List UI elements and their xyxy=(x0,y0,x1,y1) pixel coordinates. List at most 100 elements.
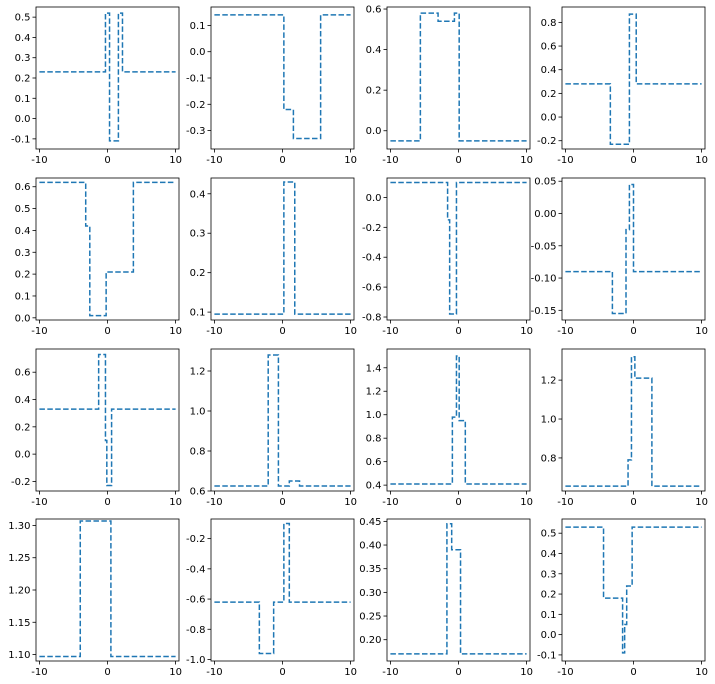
x-tick-label: -10 xyxy=(557,497,573,508)
subplot-13: -10 0 10 1.10 1.15 1.20 1.25 1.30 xyxy=(8,518,182,678)
y-tick-label: 0.6 xyxy=(366,457,382,468)
y-tick-label: 0.3 xyxy=(15,248,31,259)
subplot-3: -10 0 10 0.0 0.2 0.4 0.6 xyxy=(366,5,533,166)
y-tick-label: 1.0 xyxy=(366,410,382,421)
y-tick-label: 0.0 xyxy=(541,630,557,641)
series-line xyxy=(39,181,176,317)
y-tick-label: -0.2 xyxy=(186,100,206,111)
y-tick-label: 0.2 xyxy=(541,590,557,601)
x-tick-label: 10 xyxy=(344,497,357,508)
x-tick-label: 0 xyxy=(279,667,285,678)
y-tick-label: 0.0 xyxy=(15,114,31,125)
x-tick-label: 0 xyxy=(630,667,636,678)
y-tick-label: 0.1 xyxy=(15,94,31,105)
series-line xyxy=(565,356,702,487)
x-tick-label: -10 xyxy=(557,155,573,166)
y-tick-label: 0.2 xyxy=(366,86,382,97)
x-tick-label: -10 xyxy=(206,155,222,166)
axes-frame xyxy=(386,518,531,662)
axes-frame xyxy=(561,518,706,662)
y-tick-label: 0.5 xyxy=(15,13,31,24)
x-tick-label: 10 xyxy=(695,667,708,678)
y-tick-label: 0.8 xyxy=(366,434,382,445)
y-tick-label: -0.8 xyxy=(186,625,206,636)
y-tick-label: -0.05 xyxy=(531,241,557,252)
y-tick-label: 0.8 xyxy=(541,18,557,29)
series-line xyxy=(214,354,351,487)
axes-frame xyxy=(210,177,355,321)
subplot-2: -10 0 10 -0.3 -0.2 -0.1 0.0 0.1 xyxy=(186,6,357,166)
y-tick-label: 0.4 xyxy=(366,481,382,492)
subplot-15: -10 0 10 0.20 0.25 0.30 0.35 0.40 0.45 xyxy=(359,517,533,678)
y-tick-label: -0.3 xyxy=(186,126,206,137)
y-tick-label: 0.4 xyxy=(15,226,31,237)
axes-frame xyxy=(35,6,180,150)
y-tick-label: 0.35 xyxy=(359,564,381,575)
y-tick-label: 1.4 xyxy=(366,363,382,374)
y-tick-label: 0.4 xyxy=(366,45,382,56)
axes-frame xyxy=(35,518,180,662)
x-tick-label: 0 xyxy=(104,155,110,166)
y-tick-label: 0.00 xyxy=(534,209,556,220)
x-tick-label: -10 xyxy=(382,326,398,337)
x-tick-label: 10 xyxy=(169,497,182,508)
series-line xyxy=(214,14,351,140)
y-tick-label: 1.0 xyxy=(190,407,206,418)
y-tick-label: -0.4 xyxy=(186,564,206,575)
y-tick-label: 0.2 xyxy=(541,89,557,100)
y-tick-label: 0.0 xyxy=(541,113,557,124)
x-tick-label: 10 xyxy=(169,667,182,678)
series-line xyxy=(39,520,176,658)
y-tick-label: 0.45 xyxy=(359,517,381,528)
y-tick-label: 0.40 xyxy=(359,541,381,552)
x-tick-label: 10 xyxy=(520,326,533,337)
y-tick-label: 0.2 xyxy=(15,74,31,85)
x-tick-label: 10 xyxy=(520,497,533,508)
axes-frame xyxy=(210,348,355,492)
y-tick-label: 0.1 xyxy=(541,610,557,621)
x-tick-label: 0 xyxy=(630,326,636,337)
axes-frame xyxy=(386,348,531,492)
series-line xyxy=(565,526,702,654)
y-tick-label: -0.10 xyxy=(531,274,557,285)
y-tick-label: 0.4 xyxy=(190,189,206,200)
y-tick-label: 0.2 xyxy=(15,270,31,281)
y-tick-label: 1.2 xyxy=(541,376,557,387)
x-tick-label: -10 xyxy=(206,667,222,678)
subplot-10: -10 0 10 0.6 0.8 1.0 1.2 xyxy=(190,348,357,508)
axes-frame xyxy=(561,348,706,492)
y-tick-label: 0.5 xyxy=(15,204,31,215)
y-tick-label: 0.4 xyxy=(15,33,31,44)
subplot-9: -10 0 10 -0.2 0.0 0.2 0.4 0.6 xyxy=(11,348,182,508)
axes-frame xyxy=(561,6,706,150)
y-tick-label: 0.0 xyxy=(190,47,206,58)
y-tick-label: -0.15 xyxy=(531,306,557,317)
x-tick-label: 0 xyxy=(279,155,285,166)
series-line xyxy=(565,13,702,146)
x-tick-label: -10 xyxy=(31,155,47,166)
y-tick-label: -0.2 xyxy=(11,477,31,488)
y-tick-label: -0.2 xyxy=(186,534,206,545)
y-tick-label: 0.4 xyxy=(541,549,557,560)
x-tick-label: 0 xyxy=(455,497,461,508)
y-tick-label: -0.6 xyxy=(362,283,382,294)
series-line xyxy=(390,181,527,315)
y-tick-label: 0.8 xyxy=(190,447,206,458)
x-tick-label: 10 xyxy=(344,155,357,166)
subplot-4: -10 0 10 -0.2 0.0 0.2 0.4 0.6 0.8 xyxy=(537,6,708,166)
y-tick-label: 0.2 xyxy=(15,422,31,433)
y-tick-label: 1.25 xyxy=(8,553,30,564)
series-line xyxy=(214,181,351,315)
y-tick-label: 0.0 xyxy=(15,450,31,461)
series-line xyxy=(39,353,176,487)
subplot-11: -10 0 10 0.4 0.6 0.8 1.0 1.2 1.4 xyxy=(366,348,533,508)
y-tick-label: 0.6 xyxy=(541,42,557,53)
subplot-7: -10 0 10 0.0 -0.2 -0.4 -0.6 -0.8 xyxy=(362,177,533,337)
x-tick-label: 0 xyxy=(630,155,636,166)
x-tick-label: 0 xyxy=(104,497,110,508)
y-tick-label: 0.20 xyxy=(359,635,381,646)
y-tick-label: 0.3 xyxy=(15,53,31,64)
x-tick-label: 10 xyxy=(520,667,533,678)
y-tick-label: 0.0 xyxy=(366,193,382,204)
